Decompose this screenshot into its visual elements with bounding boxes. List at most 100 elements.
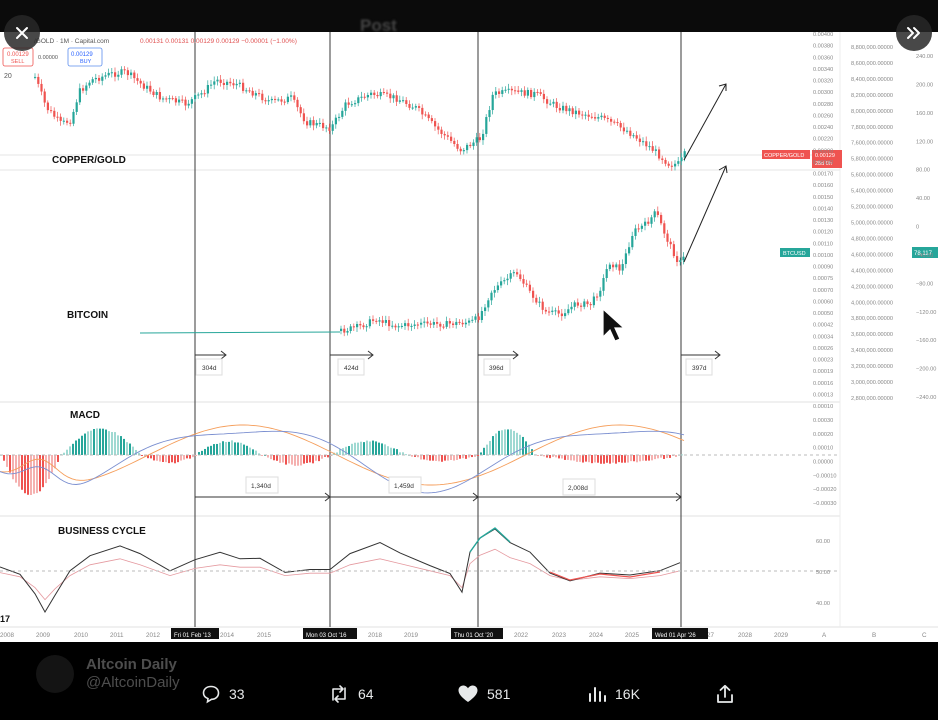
candle <box>158 91 161 100</box>
share-button[interactable] <box>715 680 735 708</box>
candle <box>594 117 597 119</box>
candle <box>573 302 576 307</box>
macd-bar <box>393 448 395 455</box>
candle <box>660 214 663 224</box>
macd-bar <box>249 447 251 455</box>
candle <box>525 283 528 285</box>
candle <box>254 93 257 96</box>
buy-price: 0.00129 <box>71 52 93 58</box>
candle <box>302 113 305 122</box>
candle <box>491 94 494 111</box>
axis-tick: 5,000,000.00000 <box>851 221 893 227</box>
candle <box>315 122 318 126</box>
candle <box>548 311 551 313</box>
candle <box>384 320 387 323</box>
like-button[interactable]: 581 <box>457 680 510 708</box>
axis-tick: 0.00380 <box>813 44 833 50</box>
axis-tick: 0.00200 <box>813 148 833 154</box>
author-block[interactable]: Altcoin Daily @AltcoinDaily <box>36 654 180 694</box>
candle <box>66 120 69 123</box>
macd-bar <box>381 443 383 455</box>
heart-icon <box>458 685 478 702</box>
candle <box>388 320 391 327</box>
macd-bar <box>153 455 155 461</box>
macd-bar <box>510 429 512 455</box>
btc-flat-line <box>139 331 341 334</box>
copper-gold-time: 28d 0h <box>815 161 832 167</box>
candle <box>516 272 519 275</box>
candle <box>608 264 611 270</box>
candle <box>571 108 574 115</box>
axis-tick: 0.00026 <box>813 346 833 352</box>
candle <box>427 114 430 119</box>
date-tag: Fri 01 Feb '13 <box>174 633 211 639</box>
share-icon <box>717 684 733 703</box>
macd-bar <box>255 450 257 455</box>
macd-bar <box>681 454 683 456</box>
macd-bar <box>552 455 554 457</box>
candle <box>213 81 216 85</box>
copper-gold-tag-text: COPPER/GOLD <box>764 153 804 159</box>
views-button[interactable]: 16K <box>587 680 640 708</box>
macd-bar <box>420 455 422 460</box>
macd-bar <box>93 429 95 455</box>
macd-bar <box>627 455 629 463</box>
axis-tick: 5,400,000.00000 <box>851 189 893 195</box>
macd-bar <box>429 455 431 461</box>
expand-panel-button[interactable] <box>896 15 932 51</box>
candle <box>490 292 493 301</box>
candle <box>363 96 366 98</box>
macd-bar <box>261 455 263 456</box>
candle <box>62 120 65 122</box>
candle <box>535 297 538 303</box>
axis-tick: 0.00220 <box>813 137 833 143</box>
candle <box>453 140 456 144</box>
macd-bar <box>237 442 239 455</box>
candle <box>210 84 213 86</box>
copper-gold-value: 0.00129 <box>815 153 835 159</box>
author-name[interactable]: Altcoin Daily <box>86 656 177 673</box>
macd-bar <box>549 455 551 459</box>
time-tick: 2008 <box>0 632 15 639</box>
candle <box>340 328 343 331</box>
cycle-vertical-lines <box>194 32 682 627</box>
candle <box>184 99 187 106</box>
axis-tick: −0.00030 <box>813 501 837 507</box>
candle <box>72 111 75 124</box>
macd-bar <box>309 455 311 463</box>
candle <box>82 88 85 91</box>
candle <box>88 82 91 86</box>
repost-button[interactable]: 64 <box>328 680 374 708</box>
macd-bar <box>285 455 287 465</box>
buy-button[interactable] <box>67 47 103 67</box>
candle <box>136 78 139 81</box>
candle <box>474 316 477 320</box>
macd-bar <box>636 455 638 463</box>
axis-tick: 5,200,000.00000 <box>851 205 893 211</box>
axis-tick: 0.00023 <box>813 358 833 364</box>
candle <box>612 264 615 268</box>
candle <box>123 69 126 71</box>
macd-bar <box>174 455 176 464</box>
avatar[interactable] <box>36 655 74 693</box>
reply-button[interactable]: 33 <box>201 680 245 708</box>
macd-bar <box>195 455 197 456</box>
candle <box>146 85 149 89</box>
candle <box>343 328 346 333</box>
candle <box>149 85 152 92</box>
macd-bar <box>282 455 284 463</box>
macd-bar <box>150 455 152 459</box>
time-tick: 2012 <box>146 632 161 639</box>
axis-tick: 50.00 <box>816 570 830 576</box>
candle <box>235 83 238 86</box>
candle <box>459 148 462 152</box>
macd-bar <box>3 455 5 461</box>
macd-bar <box>321 455 323 459</box>
right-price-axis: 240.00 200.00 160.00 120.00 80.00 40.00 0 −40.0… <box>916 54 936 401</box>
bc-down-segment <box>549 571 661 581</box>
candle <box>519 274 522 280</box>
close-button[interactable] <box>4 15 40 51</box>
candle <box>370 92 373 96</box>
date-tags: Fri 01 Feb '13 Mon 03 Oct '16 Thu 01 Oct… <box>171 628 708 639</box>
macd-bar <box>201 450 203 455</box>
